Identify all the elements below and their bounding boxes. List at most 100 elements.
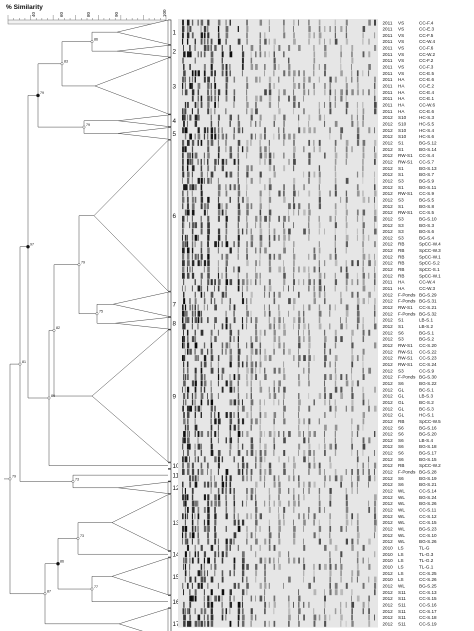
gel-band	[229, 608, 231, 615]
gel-band	[184, 108, 187, 115]
gel-band	[255, 614, 257, 621]
gel-band	[182, 177, 183, 184]
gel-band	[334, 468, 337, 475]
gel-band	[255, 570, 258, 577]
gel-band	[293, 196, 295, 203]
gel-band	[340, 608, 342, 615]
gel-band	[194, 620, 198, 627]
gel-band	[207, 152, 210, 159]
gel-band	[186, 272, 190, 279]
strain-isolate: BG-S.10	[419, 216, 437, 221]
gel-band	[183, 500, 186, 507]
gel-band	[308, 209, 311, 216]
gel-band	[356, 450, 359, 456]
gel-band	[183, 367, 185, 374]
gel-band	[324, 38, 325, 45]
gel-band	[229, 348, 232, 355]
gel-band	[189, 76, 191, 83]
gel-band	[217, 456, 220, 463]
gel-band	[225, 348, 227, 355]
strain-source: WL	[398, 508, 405, 513]
gel-band	[329, 582, 331, 589]
gel-band	[250, 310, 252, 317]
gel-band	[237, 525, 241, 532]
gel-band	[203, 342, 206, 349]
gel-band	[283, 89, 286, 96]
gel-band	[334, 190, 337, 197]
gel-band	[210, 412, 212, 418]
gel-band	[184, 386, 186, 393]
gel-band	[189, 82, 192, 89]
gel-band	[345, 266, 348, 273]
gel-band	[303, 557, 305, 564]
gel-band	[221, 127, 223, 134]
gel-band	[182, 437, 184, 444]
strain-isolate: CC-W.3	[419, 286, 436, 291]
gel-band	[345, 494, 348, 501]
gel-band	[191, 468, 195, 475]
gel-band	[217, 468, 219, 475]
gel-band	[182, 285, 183, 292]
gel-band	[255, 450, 257, 456]
strain-isolate: CC-F.6	[419, 46, 434, 51]
gel-band	[241, 462, 245, 469]
gel-band	[318, 108, 321, 115]
gel-band	[374, 431, 376, 437]
gel-band	[273, 367, 276, 374]
gel-band	[298, 513, 300, 520]
gel-band	[229, 399, 233, 406]
gel-band	[210, 177, 212, 184]
gel-band	[298, 380, 301, 387]
gel-band	[288, 133, 291, 140]
gel-band	[207, 285, 209, 292]
gel-band	[264, 620, 266, 627]
gel-band	[189, 570, 191, 577]
gel-band	[186, 412, 190, 418]
gel-band	[225, 228, 228, 235]
gel-band	[207, 570, 208, 577]
gel-band	[217, 95, 219, 102]
gel-band	[324, 355, 327, 362]
gel-band	[308, 456, 310, 463]
gel-band	[237, 266, 241, 273]
gel-band	[207, 582, 209, 589]
gel-band	[278, 538, 281, 545]
gel-band	[268, 184, 272, 191]
gel-band	[194, 393, 197, 399]
gel-band	[210, 500, 213, 507]
gel-band	[250, 291, 253, 298]
gel-band	[210, 481, 212, 488]
gel-band	[340, 481, 342, 488]
gel-band	[246, 563, 249, 570]
gel-band	[362, 462, 364, 469]
gel-band	[313, 620, 316, 627]
gel-band	[298, 475, 300, 482]
gel-band	[207, 538, 210, 545]
gel-band	[203, 63, 206, 70]
gel-band	[229, 298, 232, 305]
gel-band	[194, 241, 196, 248]
gel-band	[264, 595, 265, 602]
gel-band	[374, 260, 377, 267]
gel-band	[374, 95, 376, 102]
gel-band	[189, 475, 191, 482]
gel-band	[368, 620, 371, 627]
gel-band	[283, 468, 286, 475]
strain-isolate: BG-S.22	[419, 381, 437, 386]
gel-band	[334, 437, 336, 444]
gel-band	[303, 538, 304, 545]
gel-band	[233, 538, 235, 545]
gel-band	[237, 152, 239, 159]
gel-band	[197, 355, 199, 362]
gel-band	[278, 456, 280, 463]
gel-band	[264, 355, 267, 362]
gel-band	[356, 70, 359, 77]
gel-band	[250, 437, 254, 444]
gel-band	[351, 519, 353, 526]
gel-band	[186, 620, 190, 627]
gel-band	[273, 336, 276, 343]
gel-band	[186, 234, 188, 241]
gel-band	[210, 355, 214, 362]
strain-source: S3	[398, 337, 404, 342]
gel-band	[264, 133, 266, 140]
